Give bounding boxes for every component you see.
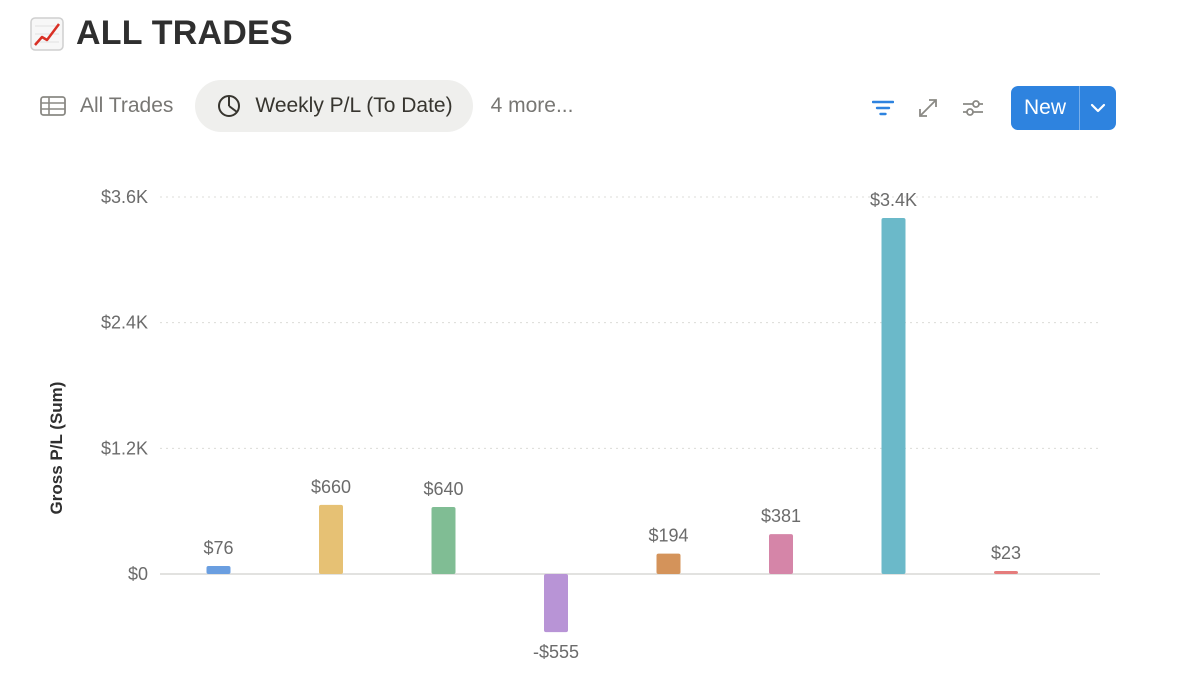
bars [206, 217, 1018, 633]
bar-value-label: $23 [991, 543, 1021, 563]
tab-weekly-pl[interactable]: Weekly P/L (To Date) [195, 80, 473, 132]
new-button[interactable]: New [1023, 96, 1066, 119]
bar-value-label: $76 [203, 538, 233, 558]
bar-value-label: $3.4K [870, 190, 917, 210]
bar[interactable] [656, 553, 681, 574]
more-views-link[interactable]: 4 more... [490, 94, 574, 117]
filter-icon[interactable] [870, 95, 896, 121]
new-button-group: New [1010, 86, 1116, 130]
y-tick-label: $0 [128, 564, 148, 584]
tab-label: All Trades [80, 94, 174, 117]
y-tick-label: $3.6K [101, 187, 148, 207]
y-tick-label: $1.2K [101, 438, 148, 458]
bar[interactable] [544, 574, 568, 633]
chart-increasing-icon [30, 16, 64, 51]
y-axis-label: Gross P/L (Sum) [47, 382, 66, 515]
tab-all-trades[interactable]: All Trades [30, 80, 183, 132]
bar-value-label: $194 [648, 526, 688, 546]
bar-value-label: $381 [761, 506, 801, 526]
bar[interactable] [431, 506, 456, 574]
bar[interactable] [994, 571, 1018, 574]
tab-label: Weekly P/L (To Date) [255, 94, 453, 117]
settings-sliders-icon[interactable] [960, 95, 986, 121]
y-axis: $0 $1.2K $2.4K $3.6K [101, 187, 148, 584]
data-labels: $76 $660 $640 -$555 $194 $381 $3.4K $23 [203, 190, 1021, 662]
bar[interactable] [319, 504, 343, 574]
bar-value-label: $640 [423, 479, 463, 499]
y-tick-label: $2.4K [101, 313, 148, 333]
gridlines [160, 196, 1100, 449]
bar[interactable] [881, 217, 906, 574]
pie-chart-icon [217, 94, 241, 118]
table-icon [40, 96, 66, 116]
view-tabs: All Trades Weekly P/L (To Date) 4 more..… [30, 80, 583, 132]
bar-value-label: $660 [311, 477, 351, 497]
bar[interactable] [769, 534, 793, 574]
toolbar: New [870, 86, 1116, 130]
bar[interactable] [206, 566, 231, 574]
expand-icon[interactable] [915, 95, 941, 121]
chevron-down-icon[interactable] [1079, 86, 1116, 130]
page-title: ALL TRADES [76, 14, 293, 52]
page-header: ALL TRADES [30, 14, 293, 53]
bar-value-label: -$555 [533, 642, 579, 662]
